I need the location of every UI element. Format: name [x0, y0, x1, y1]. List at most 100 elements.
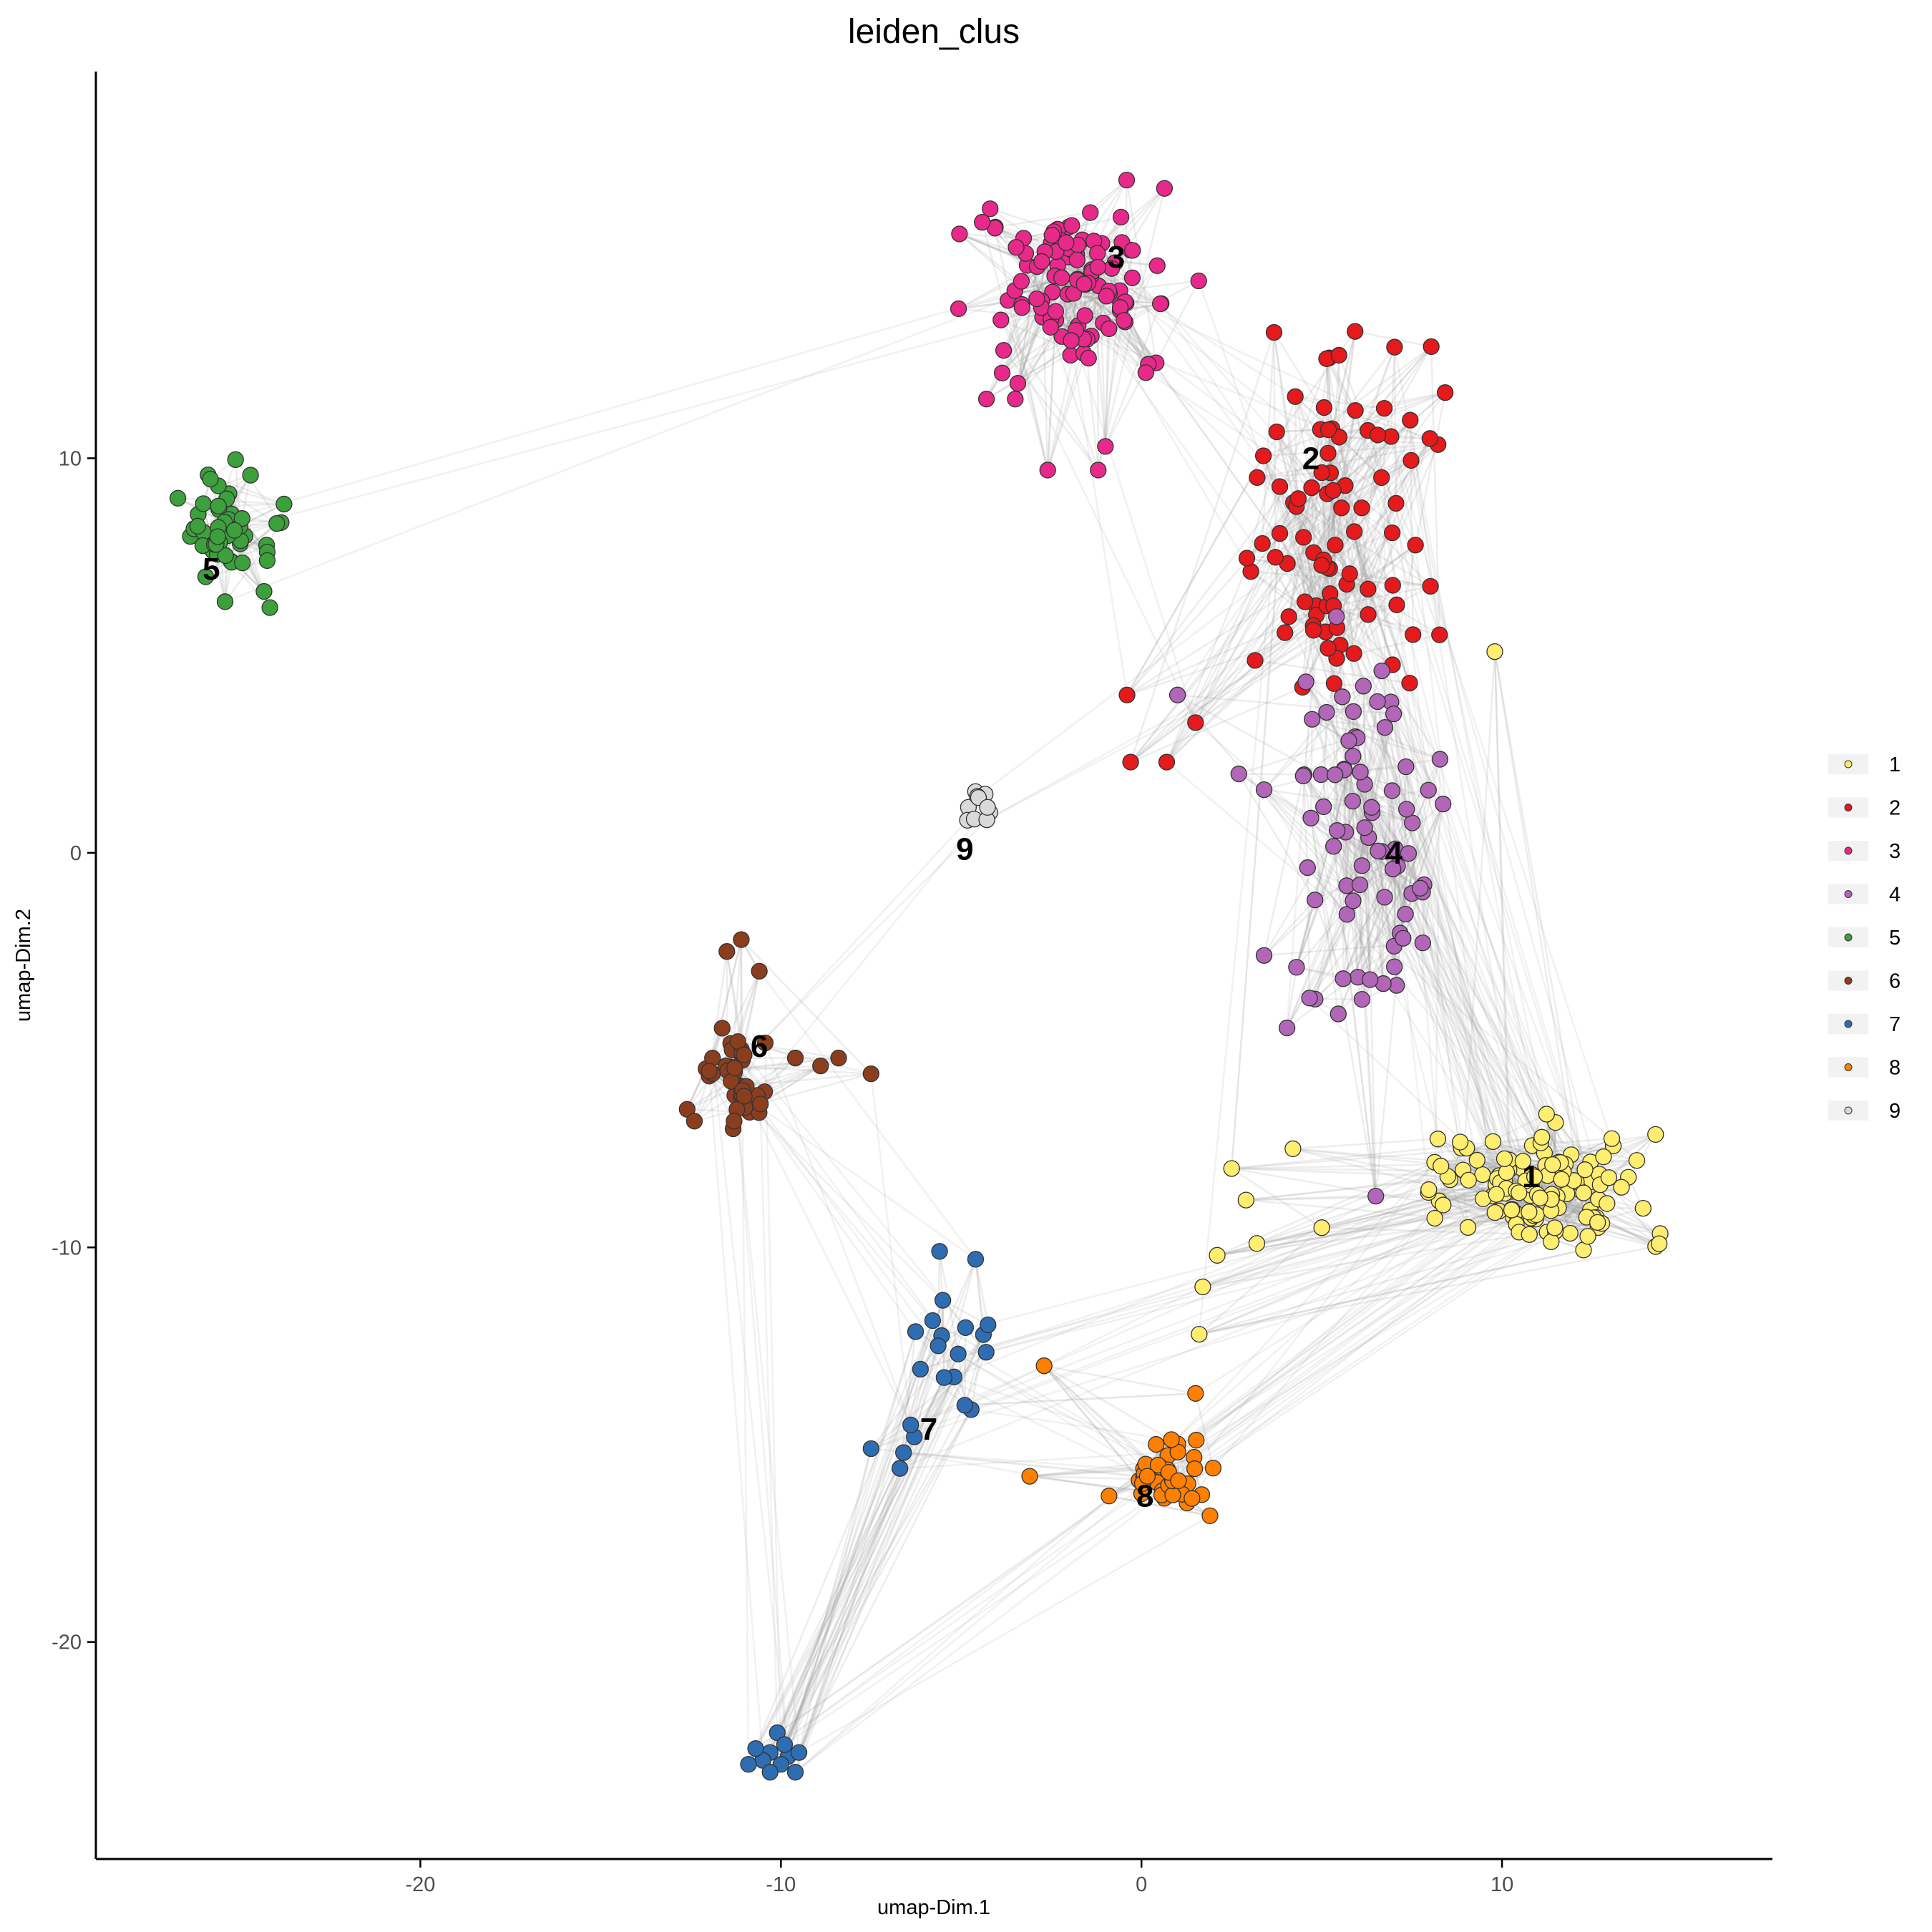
graph-edge: [1339, 419, 1411, 645]
graph-edge: [1166, 557, 1277, 763]
cluster-1-point: [1600, 1169, 1618, 1186]
cluster-3-point: [1151, 295, 1169, 313]
cluster-4-point: [1353, 990, 1371, 1008]
graph-edge: [1130, 686, 1303, 763]
cluster-4-point: [1373, 662, 1390, 680]
cluster-5-point: [202, 470, 219, 488]
graph-edge: [747, 1320, 934, 1765]
cluster-2-point: [1254, 447, 1272, 464]
graph-edge: [1263, 444, 1438, 457]
cluster-1-point: [1526, 1168, 1543, 1186]
graph-edge: [1307, 867, 1311, 998]
cluster-7-point: [740, 1756, 757, 1773]
cluster-4-point: [1397, 758, 1415, 776]
graph-edge: [1352, 900, 1371, 980]
cluster-3-point: [982, 200, 999, 218]
graph-edge: [1257, 1193, 1497, 1244]
cluster-2-point: [1249, 469, 1266, 486]
cluster-1-point: [1521, 1204, 1538, 1221]
graph-edge: [1357, 804, 1444, 978]
cluster-4-point: [1340, 732, 1357, 749]
cluster-2-point: [1431, 626, 1448, 643]
graph-edge: [1262, 542, 1335, 684]
legend-label-6: 6: [1889, 970, 1901, 993]
y-tick-label: 10: [59, 447, 82, 470]
cluster-3-point: [1116, 312, 1133, 329]
graph-edge: [764, 1043, 912, 1425]
graph-edge: [758, 1112, 934, 1322]
graph-edge: [1333, 585, 1431, 607]
cluster-2-point: [1303, 479, 1320, 497]
cluster-5-point: [217, 547, 234, 565]
graph-edge: [769, 1335, 943, 1753]
graph-edge: [1296, 459, 1412, 508]
graph-edge: [798, 1448, 872, 1753]
graph-edge: [727, 1065, 821, 1072]
cluster-6-point: [756, 1034, 774, 1052]
graph-edge: [769, 1424, 912, 1753]
graph-edge: [1334, 436, 1392, 546]
cluster-3-point: [1156, 180, 1174, 197]
graph-edge: [1166, 502, 1294, 763]
graph-edge: [1295, 396, 1385, 409]
cluster-4-point: [1412, 879, 1429, 897]
graph-edge: [1393, 346, 1553, 1200]
x-axis-title: umap-Dim.1: [877, 1896, 990, 1919]
cluster-3-point: [1123, 269, 1141, 286]
graph-edge: [1334, 774, 1338, 831]
graph-edge: [759, 1103, 779, 1733]
graph-edge: [1307, 867, 1348, 915]
graph-edge: [1342, 701, 1379, 979]
cluster-7-point: [902, 1416, 919, 1434]
graph-edge: [1273, 331, 1340, 438]
cluster-1-point: [1521, 1226, 1538, 1243]
cluster-3-point: [1058, 234, 1075, 251]
graph-edge: [1493, 651, 1513, 1211]
cluster-2-point: [1319, 421, 1337, 439]
cluster-8-point: [1138, 1468, 1156, 1485]
cluster-4-point: [1355, 678, 1372, 695]
cluster-1-point: [1488, 1186, 1505, 1203]
graph-edge: [1198, 280, 1317, 615]
graph-edge: [964, 1352, 987, 1406]
cluster-label-6: 6: [751, 1029, 768, 1064]
cluster-7-point: [957, 1319, 975, 1337]
cluster-2-point: [1295, 529, 1312, 546]
cluster-2-point: [1277, 624, 1294, 641]
cluster-1-point: [1613, 1179, 1630, 1196]
graph-edge: [1367, 836, 1542, 1143]
cluster-3-point: [1063, 217, 1080, 234]
graph-edge: [1429, 585, 1614, 1146]
cluster-7-point: [747, 1740, 764, 1757]
cluster-8-point: [1170, 1472, 1187, 1489]
graph-edge: [1246, 396, 1297, 559]
cluster-5-point: [189, 517, 206, 535]
cluster-2-point: [1407, 537, 1424, 554]
graph-edge: [1326, 544, 1416, 607]
graph-edge: [1168, 1197, 1541, 1473]
graph-edge: [1390, 436, 1417, 545]
graph-edge: [1273, 332, 1314, 626]
cluster-3-point: [1063, 332, 1080, 349]
graph-edge: [1294, 396, 1313, 488]
graph-edge: [1165, 1181, 1501, 1470]
graph-edge: [686, 1080, 732, 1111]
cluster-4-point: [1386, 958, 1403, 975]
cluster-8-point: [1164, 1486, 1181, 1503]
cluster-1-point: [1579, 1228, 1596, 1245]
graph-edge: [1295, 506, 1348, 585]
cluster-6-point: [736, 1046, 753, 1063]
cluster-6-point: [726, 1060, 743, 1077]
cluster-1-point: [1634, 1199, 1652, 1217]
cluster-4-point: [1345, 748, 1362, 765]
graph-edge: [1326, 331, 1356, 568]
graph-edge: [913, 1334, 985, 1438]
legend-label-7: 7: [1889, 1013, 1901, 1036]
cluster-4-point: [1338, 906, 1356, 923]
graph-edge: [1396, 865, 1546, 1153]
graph-edge: [1126, 487, 1312, 696]
graph-edge: [784, 1334, 985, 1745]
cluster-1-point: [1223, 1160, 1240, 1177]
graph-edge: [1216, 1176, 1535, 1257]
